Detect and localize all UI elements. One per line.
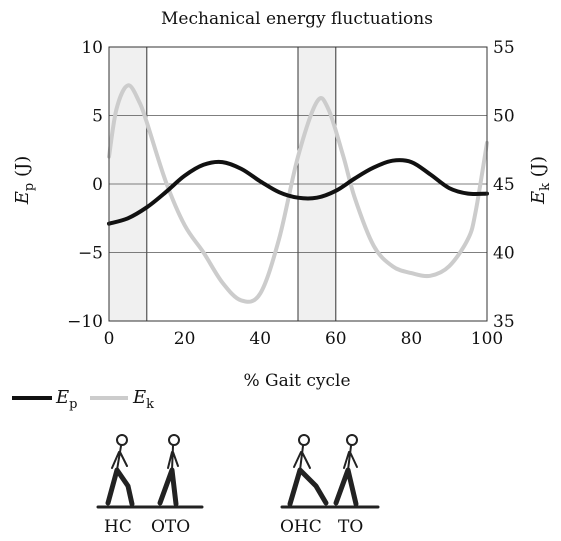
svg-text:Ep (J): Ep (J) [12,156,37,205]
x-tick-label: 80 [401,329,423,349]
y-left-unit: (J) [12,156,33,183]
legend: Ep Ek [12,387,154,412]
chart-title: Mechanical energy fluctuations [161,9,433,29]
y-right-tick-label: 40 [493,244,515,264]
y-left-tick-label: 5 [92,107,103,127]
x-tick-label: 100 [471,329,503,349]
phase-label-oto: OTO [151,517,190,537]
y-right-tick-label: 55 [493,38,515,58]
phase-label-hc: HC [104,517,132,537]
y-right-unit: (J) [528,156,549,183]
walker-figure-ohc [287,434,329,507]
x-tick-label: 40 [249,329,271,349]
y-axis-right-label: Ek (J) [528,156,553,205]
x-tick-label: 0 [104,329,115,349]
y-left-tick-label: −5 [78,244,103,264]
phase-label-to: TO [338,517,363,537]
y-right-tick-label: 35 [493,312,515,332]
walker-figure-to [333,434,359,507]
y-left-tick-label: −10 [67,312,103,332]
phase-label-ohc: OHC [280,517,322,537]
x-tick-label: 60 [325,329,347,349]
series-line-ep [107,158,489,226]
y-left-symbol: E [12,191,33,205]
y-left-sub: p [22,183,37,191]
walker-figure-oto [157,434,180,507]
y-right-symbol: E [528,191,549,205]
plot-frame [108,46,488,322]
gait-figures [96,434,380,509]
tick-labels: 0 20 40 60 80 100 −10 −5 0 5 10 35 40 45 50 55 [67,38,515,349]
y-right-tick-label: 50 [493,107,515,127]
y-left-tick-label: 0 [92,175,103,195]
y-left-tick-label: 10 [81,38,103,58]
legend-ek-label: Ek [132,387,154,412]
series-line-ek [107,83,489,304]
legend-ep-label: Ep [55,387,77,412]
svg-text:Ek (J): Ek (J) [528,156,553,205]
phase-labels: HC OTO OHC TO [104,517,363,537]
series-lines [107,83,489,304]
y-right-sub: k [538,183,553,191]
x-axis-label: % Gait cycle [243,371,350,391]
y-axis-left-label: Ep (J) [12,156,37,205]
walker-figure-hc [105,434,135,507]
y-right-tick-label: 45 [493,175,515,195]
x-tick-label: 20 [174,329,196,349]
